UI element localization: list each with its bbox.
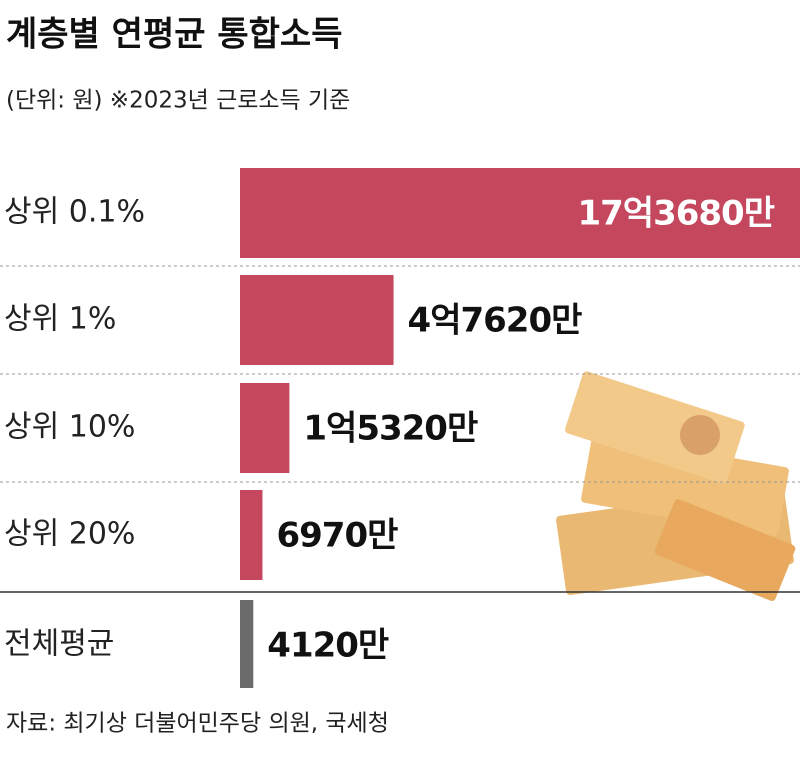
- category-label: 상위 1%: [4, 302, 116, 337]
- category-label: 상위 0.1%: [4, 195, 145, 230]
- bar: [240, 275, 394, 365]
- banknote-illustration: [556, 371, 796, 601]
- bar: [240, 383, 290, 473]
- bar: [240, 168, 800, 258]
- value-label: 1억5320만: [303, 409, 478, 449]
- chart-title: 계층별 연평균 통합소득: [6, 15, 342, 55]
- bar: [240, 490, 263, 580]
- bar: [240, 600, 254, 688]
- category-label: 상위 20%: [4, 517, 135, 552]
- value-label: 4억7620만: [408, 301, 583, 341]
- source-note: 자료: 최기상 더불어민주당 의원, 국세청: [6, 711, 389, 737]
- category-label: 전체평균: [4, 627, 114, 662]
- value-label: 17억3680만: [577, 194, 774, 234]
- value-label: 6970만: [276, 516, 398, 556]
- chart-subtitle: (단위: 원) ※2023년 근로소득 기준: [6, 88, 350, 114]
- value-label: 4120만: [267, 626, 389, 666]
- category-label: 상위 10%: [4, 410, 135, 445]
